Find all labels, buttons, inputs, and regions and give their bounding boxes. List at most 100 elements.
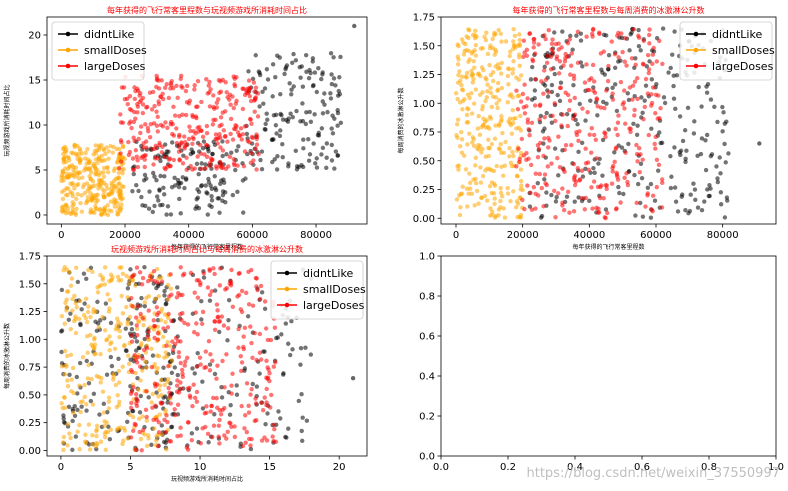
point-smallDoses bbox=[106, 395, 112, 400]
point-largeDoses bbox=[194, 115, 199, 121]
point-didntLike bbox=[709, 152, 715, 157]
point-didntLike bbox=[335, 153, 340, 158]
point-largeDoses bbox=[544, 60, 550, 65]
point-smallDoses bbox=[87, 447, 93, 452]
point-largeDoses bbox=[195, 104, 200, 109]
point-didntLike bbox=[242, 366, 248, 371]
point-didntLike bbox=[722, 141, 727, 147]
point-largeDoses bbox=[565, 189, 571, 195]
point-smallDoses bbox=[102, 282, 107, 287]
point-smallDoses bbox=[102, 435, 108, 440]
point-smallDoses bbox=[516, 55, 522, 60]
point-largeDoses bbox=[654, 157, 660, 162]
point-largeDoses bbox=[228, 131, 233, 137]
x-tick-label: 1.0 bbox=[768, 462, 784, 473]
x-tick-label: 80000 bbox=[300, 230, 332, 241]
point-smallDoses bbox=[68, 211, 73, 217]
point-didntLike bbox=[290, 114, 295, 120]
point-smallDoses bbox=[108, 199, 114, 204]
point-didntLike bbox=[671, 73, 676, 78]
point-didntLike bbox=[287, 352, 293, 358]
point-didntLike bbox=[649, 77, 655, 82]
point-largeDoses bbox=[204, 404, 209, 409]
point-smallDoses bbox=[510, 149, 515, 155]
point-largeDoses bbox=[531, 36, 536, 42]
point-largeDoses bbox=[271, 438, 276, 444]
point-largeDoses bbox=[542, 33, 547, 38]
point-didntLike bbox=[75, 279, 81, 285]
point-largeDoses bbox=[554, 56, 559, 62]
point-largeDoses bbox=[613, 126, 618, 132]
y-tick-label: 0.4 bbox=[419, 372, 435, 383]
point-didntLike bbox=[147, 189, 152, 194]
point-largeDoses bbox=[528, 190, 533, 196]
point-didntLike bbox=[655, 168, 661, 173]
point-didntLike bbox=[190, 366, 195, 371]
point-largeDoses bbox=[254, 142, 260, 147]
point-didntLike bbox=[320, 111, 326, 116]
point-didntLike bbox=[116, 356, 121, 361]
point-largeDoses bbox=[178, 425, 183, 430]
point-largeDoses bbox=[200, 309, 206, 315]
point-didntLike bbox=[105, 410, 110, 415]
point-didntLike bbox=[201, 275, 207, 280]
point-largeDoses bbox=[253, 146, 258, 152]
point-smallDoses bbox=[507, 49, 513, 54]
point-smallDoses bbox=[65, 289, 70, 294]
point-smallDoses bbox=[136, 416, 142, 421]
point-didntLike bbox=[109, 363, 115, 369]
point-largeDoses bbox=[622, 106, 627, 111]
x-tick-label: 5 bbox=[127, 462, 133, 473]
point-didntLike bbox=[189, 147, 194, 152]
point-largeDoses bbox=[535, 154, 541, 160]
point-largeDoses bbox=[175, 95, 180, 101]
point-largeDoses bbox=[253, 396, 258, 401]
point-smallDoses bbox=[68, 327, 73, 332]
point-smallDoses bbox=[60, 405, 65, 411]
point-didntLike bbox=[258, 157, 263, 163]
point-didntLike bbox=[677, 114, 683, 119]
point-smallDoses bbox=[79, 151, 84, 156]
point-didntLike bbox=[300, 164, 306, 170]
point-smallDoses bbox=[120, 271, 126, 277]
point-didntLike bbox=[335, 123, 340, 128]
point-smallDoses bbox=[485, 51, 491, 57]
point-largeDoses bbox=[587, 132, 592, 137]
point-smallDoses bbox=[61, 178, 66, 183]
y-tick-label: 1.0 bbox=[419, 252, 435, 263]
point-smallDoses bbox=[497, 122, 502, 127]
point-largeDoses bbox=[168, 394, 173, 399]
point-largeDoses bbox=[129, 389, 135, 394]
point-didntLike bbox=[81, 271, 87, 276]
point-largeDoses bbox=[636, 35, 642, 40]
point-largeDoses bbox=[171, 104, 176, 110]
point-smallDoses bbox=[84, 198, 90, 203]
point-smallDoses bbox=[508, 198, 513, 204]
point-largeDoses bbox=[138, 130, 143, 136]
point-largeDoses bbox=[131, 385, 136, 390]
point-smallDoses bbox=[473, 155, 478, 161]
point-didntLike bbox=[248, 446, 254, 452]
point-smallDoses bbox=[500, 130, 505, 136]
point-didntLike bbox=[205, 191, 210, 196]
point-largeDoses bbox=[238, 307, 243, 312]
point-didntLike bbox=[320, 145, 326, 151]
point-smallDoses bbox=[162, 382, 167, 388]
x-tick-label: 0.4 bbox=[567, 462, 583, 473]
point-largeDoses bbox=[140, 110, 146, 116]
point-largeDoses bbox=[194, 399, 200, 404]
point-smallDoses bbox=[502, 215, 508, 220]
point-largeDoses bbox=[630, 83, 636, 88]
point-smallDoses bbox=[167, 343, 173, 349]
point-largeDoses bbox=[569, 51, 574, 56]
point-largeDoses bbox=[562, 169, 567, 175]
point-largeDoses bbox=[582, 80, 588, 85]
point-largeDoses bbox=[242, 426, 247, 431]
point-smallDoses bbox=[121, 184, 126, 190]
point-largeDoses bbox=[216, 97, 221, 102]
point-didntLike bbox=[616, 184, 621, 190]
point-didntLike bbox=[633, 213, 638, 218]
y-tick-label: 10 bbox=[28, 121, 41, 132]
point-largeDoses bbox=[212, 106, 217, 111]
point-didntLike bbox=[578, 38, 584, 43]
